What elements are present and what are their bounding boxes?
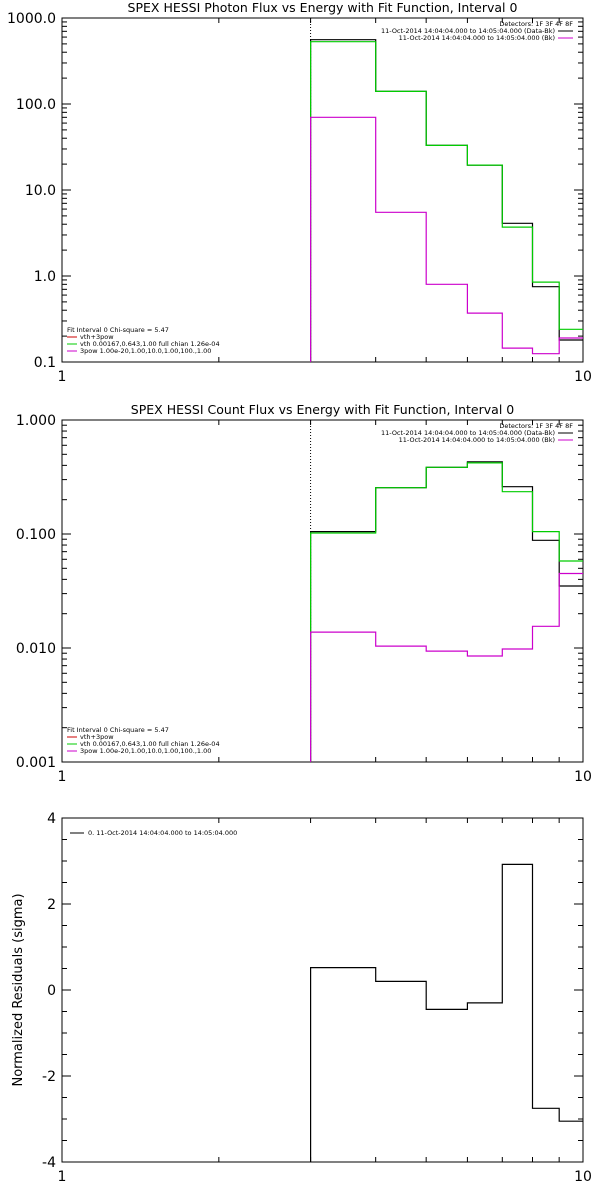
y-tick-label: 0.100 [16,527,56,543]
legend-entry: vth+3pow [80,733,114,741]
legend-entry: 3pow 1.00e-20,1.00,10.0,1.00,100.,1.00 [80,347,211,355]
y-tick-label: 1000.0 [7,11,56,27]
legend-entry: vth 0.00167,0.643,1.00 full chian 1.26e-… [80,340,220,348]
series-line-0 [310,461,583,762]
series-line-2 [310,572,583,762]
x-tick-label: 1 [58,369,67,385]
y-tick-label: 0.010 [16,641,56,657]
x-tick-label: 10 [574,369,592,385]
info-line: 11-Oct-2014 14:04:04.000 to 14:05:04.000… [381,27,555,35]
info-line: 11-Oct-2014 14:04:04.000 to 14:05:04.000… [381,429,555,437]
y-axis-label: Normalized Residuals (sigma) [11,893,26,1086]
y-tick-label: 4 [47,811,56,827]
y-tick-label: 1.0 [34,269,56,285]
x-tick-label: 10 [574,1169,592,1185]
series-line-0 [310,39,583,362]
legend-entry: 3pow 1.00e-20,1.00,10.0,1.00,100.,1.00 [80,747,211,755]
series-line-2 [310,116,583,362]
y-tick-label: 0.1 [34,355,56,371]
legend-entry: Fit Interval 0 Chi-square = 5.47 [67,326,169,334]
series-line-1 [310,41,583,362]
plot-frame-1 [61,419,584,763]
chart-title: SPEX HESSI Photon Flux vs Energy with Fi… [128,0,518,15]
info-line: 11-Oct-2014 14:04:04.000 to 14:05:04.000… [399,34,555,42]
x-tick-label: 1 [58,1169,67,1185]
legend-entry: Fit Interval 0 Chi-square = 5.47 [67,726,169,734]
chart-title: SPEX HESSI Count Flux vs Energy with Fit… [131,402,514,417]
series-line-0 [310,863,583,1162]
legend-entry: vth+3pow [80,333,114,341]
y-tick-label: 0 [47,983,56,999]
y-tick-label: 100.0 [16,97,56,113]
y-tick-label: 1.000 [16,413,56,429]
info-line: Detectors: 1F 3F 4F 8F [499,20,573,28]
series-line-1 [310,462,583,762]
info-line: Detectors: 1F 3F 4F 8F [499,422,573,430]
x-tick-label: 1 [58,769,67,785]
plot-frame-0 [61,17,584,363]
legend-entry: vth 0.00167,0.643,1.00 full chian 1.26e-… [80,740,220,748]
y-tick-label: 10.0 [25,183,56,199]
info-line: 11-Oct-2014 14:04:04.000 to 14:05:04.000… [399,436,555,444]
x-tick-label: 10 [574,769,592,785]
y-tick-label: -2 [42,1069,56,1085]
y-tick-label: 2 [47,897,56,913]
y-tick-label: 0.001 [16,755,56,771]
legend-entry: 0. 11-Oct-2014 14:04:04.000 to 14:05:04.… [88,829,237,837]
plot-frame-2 [61,817,584,1163]
y-tick-label: -4 [42,1155,56,1171]
